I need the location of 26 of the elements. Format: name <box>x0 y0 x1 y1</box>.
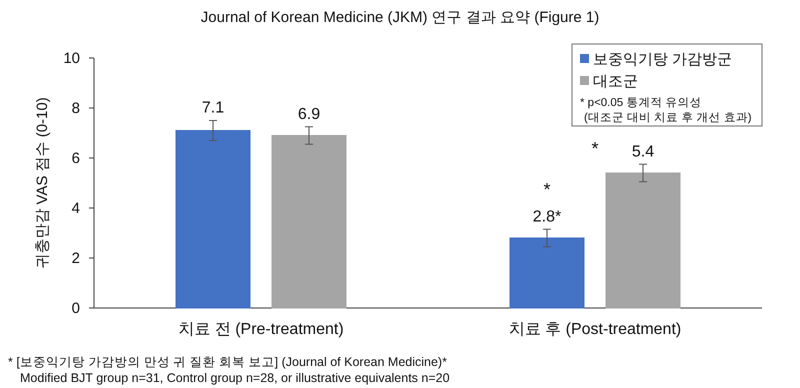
y-tick-label: 0 <box>72 300 80 317</box>
annotation: * <box>591 138 599 158</box>
y-tick-label: 2 <box>72 250 80 267</box>
data-label: 6.9 <box>298 106 320 123</box>
bar <box>272 135 346 308</box>
legend-label: 대조군 <box>593 73 638 90</box>
y-tick-label: 10 <box>63 50 80 67</box>
data-label: 7.1 <box>202 100 224 116</box>
y-axis-title: 귀충만감 VAS 점수 (0-10) <box>34 97 51 269</box>
data-label: 2.8* <box>532 208 562 226</box>
x-tick-label: 치료 후 (Post-treatment) <box>508 321 682 338</box>
data-label: 5.4 <box>632 143 654 160</box>
text: Modified BJT group n=31, Control group n=28, or illustrative equivalents n=20 <box>20 371 450 385</box>
x-tick-label: 치료 전 (Pre-treatment) <box>178 321 344 338</box>
y-tick-label: 6 <box>72 150 80 167</box>
y-tick-label: 8 <box>72 100 80 117</box>
annotation: (대조군 대비 치료 후 개선 효과) <box>584 112 752 124</box>
bar <box>510 238 584 308</box>
y-tick-label: 4 <box>72 200 80 217</box>
text: * [보중익기탕 가감방의 만성 귀 질환 회복 보고] (Journal of Korean Medicine)* <box>8 355 448 369</box>
bar <box>606 172 680 308</box>
bar <box>176 130 250 308</box>
annotation: * p<0.05 통계적 유의성 <box>580 97 702 109</box>
chart-title: Journal of Korean Medicine (JKM) 연구 결과 요약 (Figure 1) <box>200 9 600 26</box>
legend-label: 보중익기탕 가감방군 <box>593 51 732 68</box>
annotation: * <box>543 179 551 200</box>
